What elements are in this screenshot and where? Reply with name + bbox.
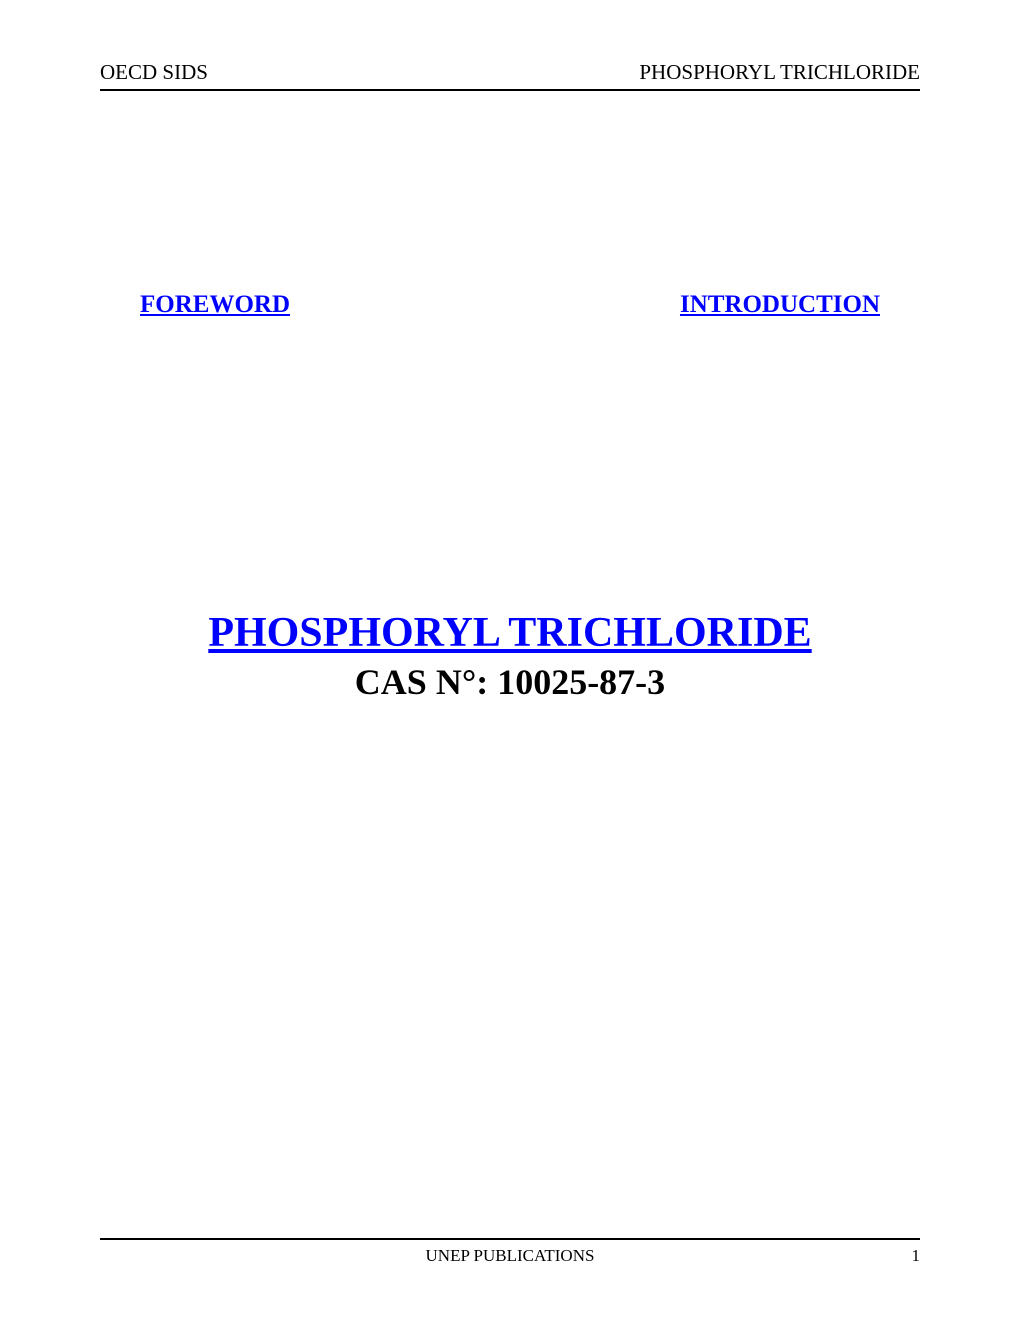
page-number: 1 [912, 1246, 921, 1266]
page-footer: UNEP PUBLICATIONS 1 [100, 1238, 920, 1270]
cas-number: CAS N°: 10025-87-3 [100, 661, 920, 703]
header-left: OECD SIDS [100, 60, 208, 85]
main-title-link[interactable]: PHOSPHORYL TRICHLORIDE [100, 609, 920, 657]
footer-publisher: UNEP PUBLICATIONS [100, 1246, 920, 1266]
foreword-link[interactable]: FOREWORD [140, 291, 290, 319]
nav-links: FOREWORD INTRODUCTION [100, 291, 920, 319]
page-header: OECD SIDS PHOSPHORYL TRICHLORIDE [100, 60, 920, 91]
introduction-link[interactable]: INTRODUCTION [680, 291, 880, 319]
title-block: PHOSPHORYL TRICHLORIDE CAS N°: 10025-87-… [100, 609, 920, 703]
header-right: PHOSPHORYL TRICHLORIDE [639, 60, 920, 85]
